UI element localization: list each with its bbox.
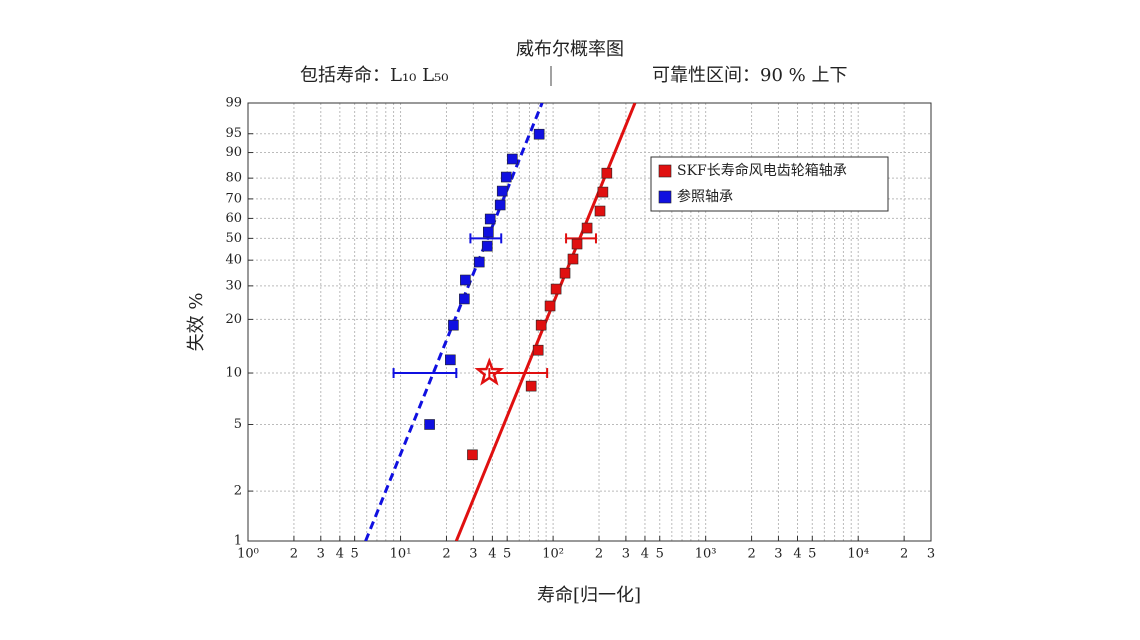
subtitle-right: 可靠性区间：90 % 上下 — [652, 65, 847, 86]
data-point — [544, 300, 556, 312]
data-point — [496, 185, 508, 197]
data-point — [550, 283, 562, 295]
y-tick-label: 10 — [225, 366, 242, 381]
y-tick-label: 40 — [225, 253, 242, 268]
y-tick-label: 2 — [234, 484, 242, 499]
legend-swatch — [658, 190, 672, 204]
y-tick-label: 95 — [225, 126, 242, 141]
y-tick-label: 99 — [225, 96, 242, 111]
legend-label: SKF长寿命风电齿轮箱轴承 — [677, 162, 847, 179]
x-tick-label: 10⁴ — [847, 547, 869, 562]
x-tick-label: 3 — [774, 547, 782, 562]
x-tick-label: 3 — [622, 547, 630, 562]
x-tick-label: 10¹ — [390, 547, 412, 562]
plot-frame — [247, 102, 932, 542]
y-tick-label: 1 — [234, 534, 242, 549]
data-point — [525, 380, 537, 392]
x-axis-label: 寿命[归一化] — [537, 585, 641, 606]
y-tick-label: 60 — [225, 211, 242, 226]
data-point — [481, 240, 493, 252]
data-point — [484, 213, 496, 225]
x-tick-label: 10⁰ — [237, 547, 259, 562]
data-point — [535, 319, 547, 331]
data-point — [597, 186, 609, 198]
x-tick-label: 2 — [900, 547, 908, 562]
x-tick-label: 2 — [595, 547, 603, 562]
y-tick-label: 5 — [234, 417, 242, 432]
x-tick-label: 5 — [808, 547, 816, 562]
x-tick-label: 4 — [641, 547, 649, 562]
data-point — [459, 293, 470, 305]
x-tick-label: 4 — [488, 547, 496, 562]
subtitle-left: 包括寿命：L₁₀ L₅₀ — [300, 65, 449, 86]
data-point — [594, 205, 606, 217]
data-point — [483, 226, 494, 238]
x-tick-label: 3 — [927, 547, 935, 562]
y-tick-label: 90 — [225, 145, 242, 160]
x-tick-label: 4 — [793, 547, 801, 562]
y-tick-label: 80 — [225, 171, 242, 186]
data-point — [467, 449, 478, 461]
y-tick-label: 20 — [225, 312, 242, 327]
confidence-interval — [565, 233, 597, 244]
x-tick-label: 2 — [747, 547, 755, 562]
data-point — [601, 167, 613, 179]
data-point — [506, 153, 518, 165]
data-point — [445, 354, 456, 366]
x-tick-label: 5 — [350, 547, 358, 562]
x-tick-label: 10³ — [695, 547, 717, 562]
x-tick-label: 2 — [290, 547, 298, 562]
x-tick-label: 5 — [503, 547, 511, 562]
data-point — [424, 419, 435, 430]
data-point — [500, 171, 512, 183]
x-tick-label: 10² — [542, 547, 564, 562]
x-tick-label: 5 — [656, 547, 664, 562]
data-point — [448, 319, 459, 331]
l10-star — [474, 357, 505, 386]
data-point — [559, 267, 571, 279]
x-tick-label: 3 — [317, 547, 325, 562]
data-point — [581, 222, 593, 234]
data-point — [532, 344, 544, 356]
data-point — [567, 253, 579, 265]
y-tick-label: 30 — [225, 278, 242, 293]
data-point — [533, 128, 545, 140]
confidence-interval — [469, 233, 503, 244]
chart-title: 威布尔概率图 — [516, 39, 624, 60]
data-point — [494, 199, 506, 211]
data-point — [571, 238, 583, 250]
y-tick-label: 70 — [225, 191, 242, 206]
x-tick-label: 2 — [442, 547, 450, 562]
y-tick-label: 50 — [225, 231, 242, 246]
legend-label: 参照轴承 — [677, 188, 733, 205]
legend-box — [650, 156, 889, 212]
confidence-interval — [488, 368, 549, 379]
confidence-interval — [392, 368, 458, 379]
y-axis-label: 失效 % — [186, 293, 207, 352]
x-tick-label: 3 — [469, 547, 477, 562]
x-tick-label: 4 — [336, 547, 344, 562]
data-point — [473, 256, 485, 268]
legend-swatch — [658, 164, 672, 178]
data-point — [460, 274, 471, 286]
